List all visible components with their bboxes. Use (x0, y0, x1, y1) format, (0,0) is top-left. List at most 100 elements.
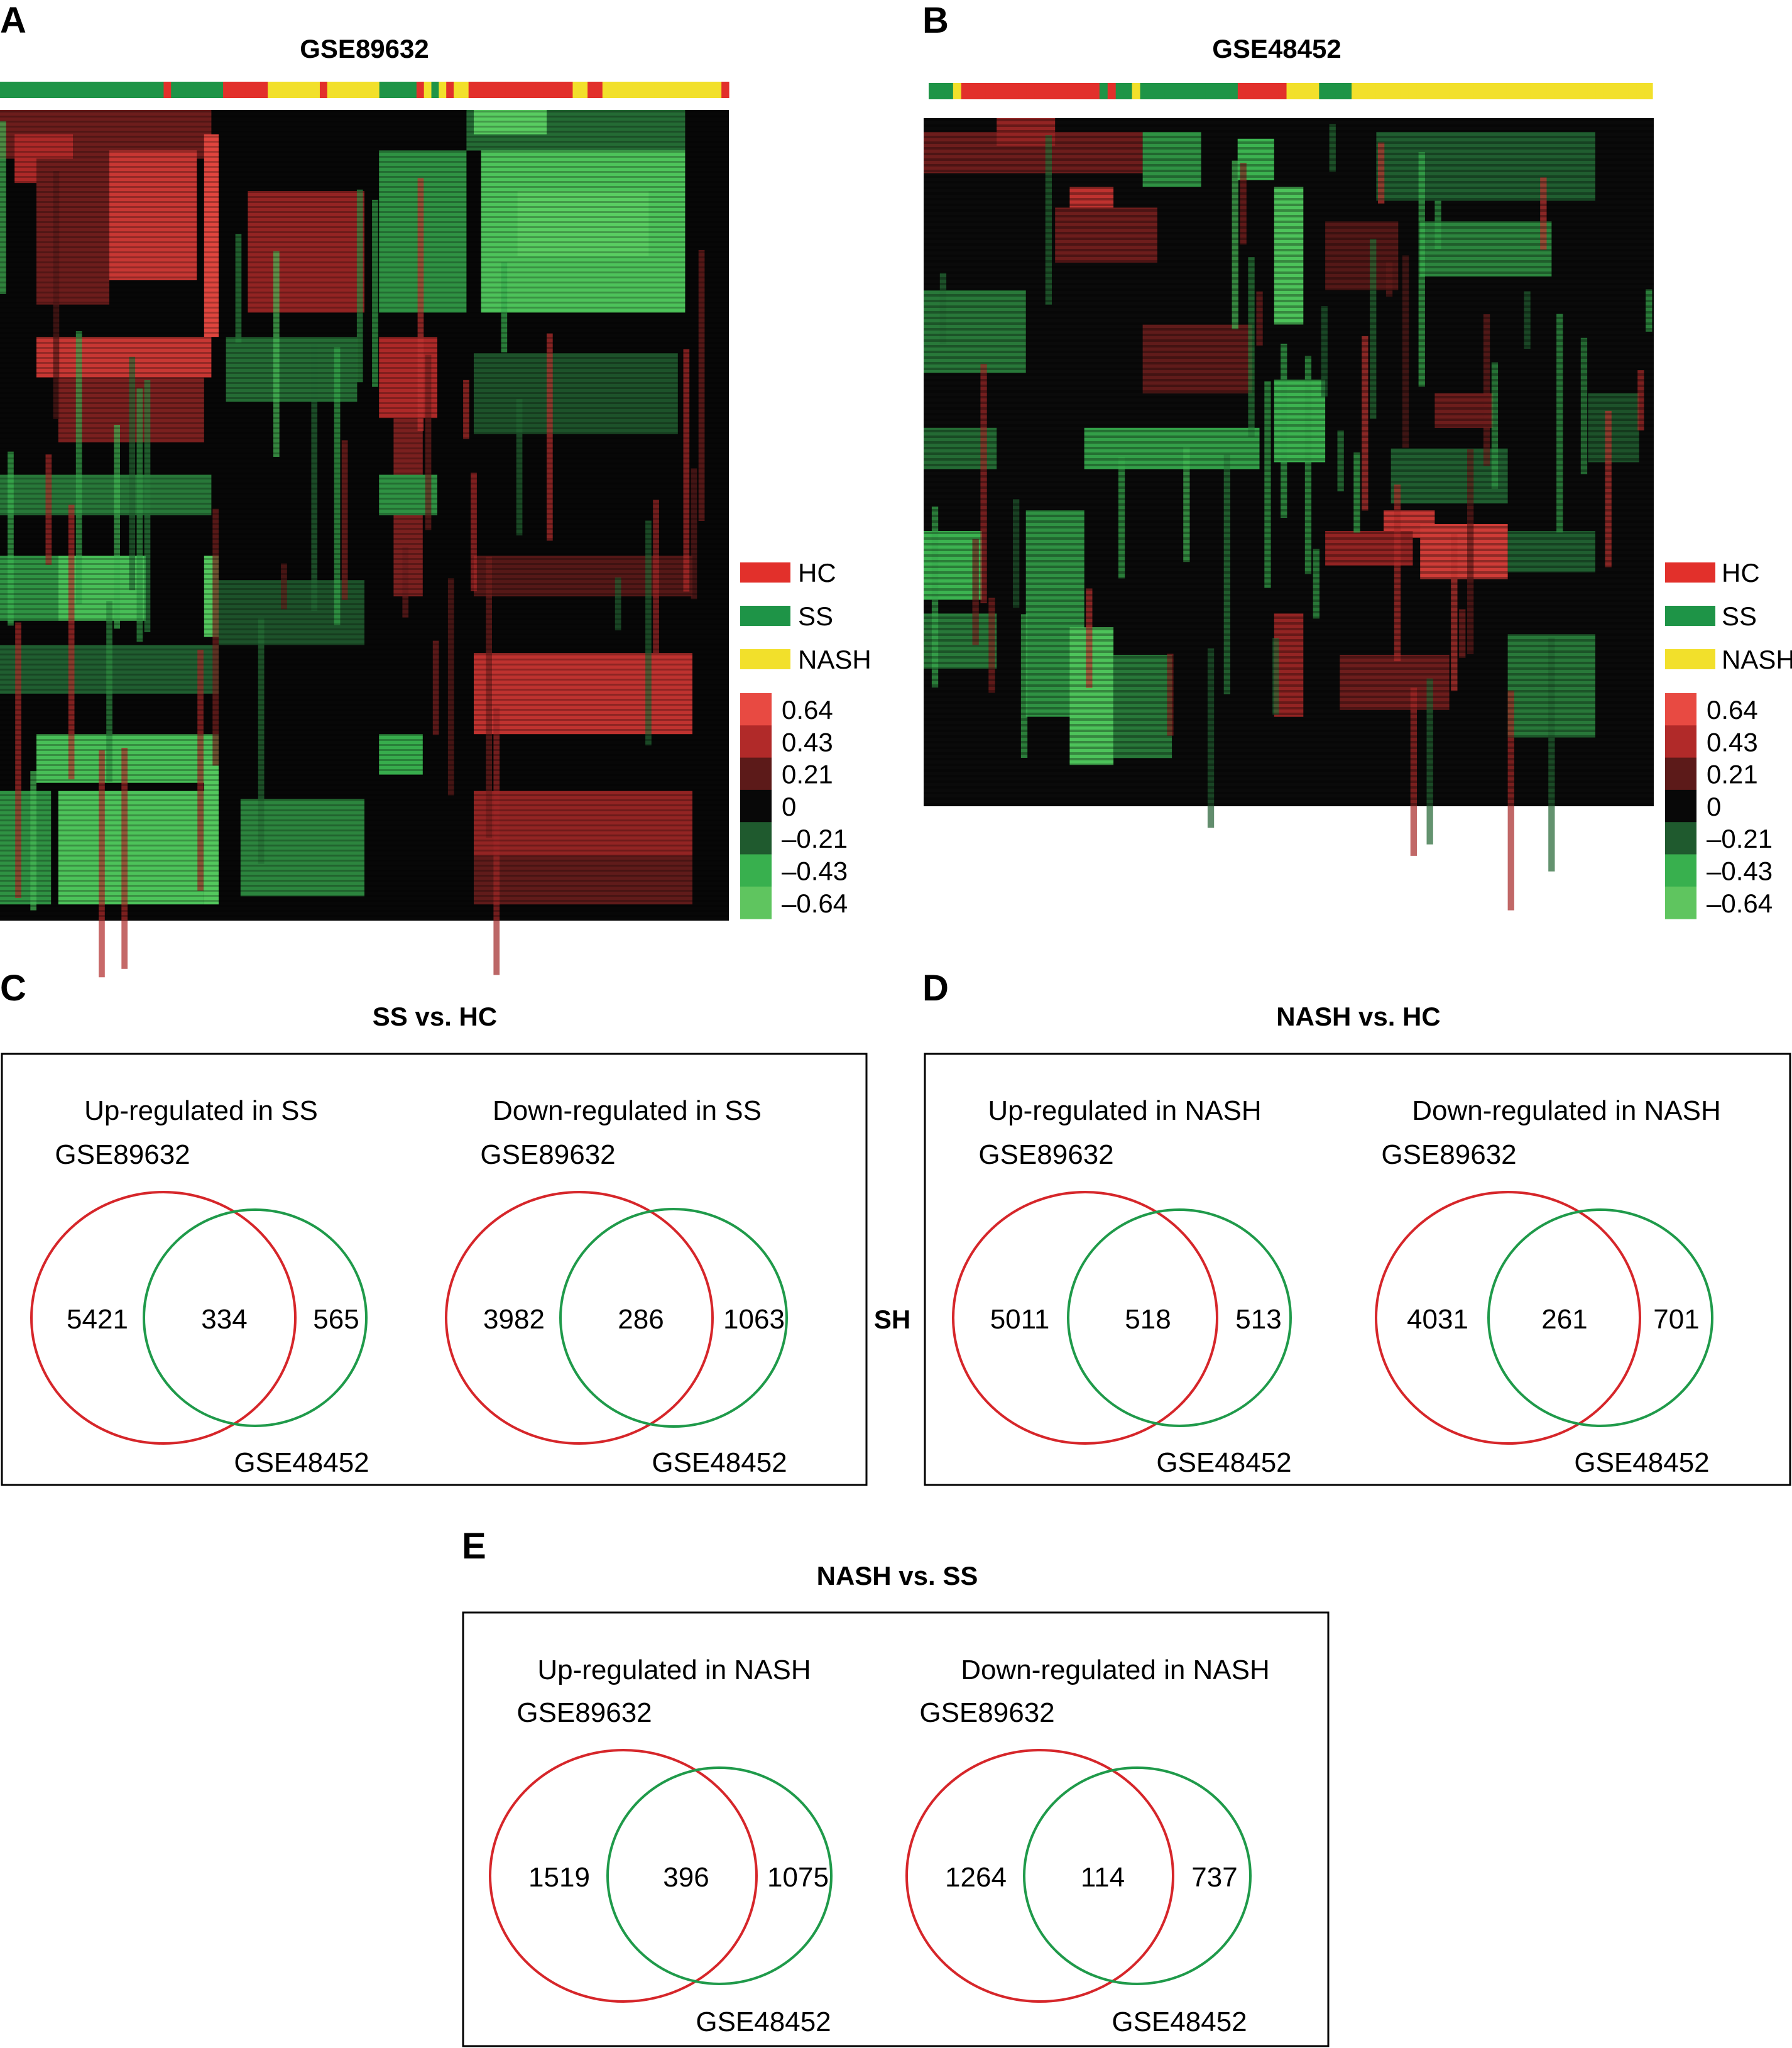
venn-left-count: 4031 (1407, 1304, 1468, 1335)
sample-annotation-hc (977, 83, 986, 99)
sample-annotation-ss (22, 82, 30, 98)
venn-heading: Up-regulated in NASH (537, 1655, 811, 1685)
sample-annotation-ss (126, 82, 134, 98)
sample-annotation-nash (423, 82, 432, 98)
sample-annotation-hc (961, 83, 970, 99)
color-scale-swatch (740, 725, 772, 758)
sample-annotation-ss (30, 82, 38, 98)
panel-a-heatmap-row-texture (0, 110, 729, 921)
sample-annotation-nash (1554, 83, 1564, 99)
sample-annotation-nash (1644, 83, 1653, 99)
venn-green-circle (143, 1208, 368, 1427)
venn-right-count: 1075 (767, 1862, 829, 1893)
sample-annotation-ss (45, 82, 53, 98)
venn-right-count: 513 (1235, 1304, 1281, 1335)
venn-overlap-count: 334 (201, 1304, 247, 1335)
venn-right-count: 701 (1653, 1304, 1699, 1335)
color-scale-label: 0.21 (782, 760, 833, 789)
sample-annotation-nash (1587, 83, 1596, 99)
sample-annotation-nash (1286, 83, 1296, 99)
sample-annotation-hc (1026, 83, 1035, 99)
sample-annotation-nash (1457, 83, 1466, 99)
sample-annotation-nash (1579, 83, 1588, 99)
sample-annotation-ss (37, 82, 45, 98)
sample-annotation-hc (230, 82, 239, 98)
sample-annotation-hc (1034, 83, 1043, 99)
panel-a-title: GSE89632 (300, 34, 429, 63)
sample-annotation-ss (141, 82, 150, 98)
sample-annotation-ss (171, 82, 179, 98)
sample-annotation-nash (357, 82, 365, 98)
panel-a-letter: A (0, 0, 26, 41)
sample-annotation-ss (1099, 83, 1108, 99)
sample-annotation-hc (565, 82, 574, 98)
sample-annotation-hc (1237, 83, 1247, 99)
sample-annotation-ss (936, 83, 946, 99)
panel-a-group-legend: HC SS NASH (740, 558, 871, 674)
sample-annotation-nash (602, 82, 611, 98)
sample-annotation-hc (1107, 83, 1117, 99)
sample-annotation-ss (929, 83, 937, 99)
venn-red-circle (489, 1749, 758, 2003)
panel-b-group-legend: HC SS NASH (1665, 558, 1792, 674)
venn-bottom-dataset-label: GSE48452 (652, 1447, 787, 1478)
panel-a-legend-ss-label: SS (798, 601, 833, 631)
panel-e-title: NASH vs. SS (817, 1561, 978, 1591)
sample-annotation-nash (1473, 83, 1482, 99)
sample-annotation-ss (1140, 83, 1149, 99)
sample-annotation-hc (1083, 83, 1092, 99)
sample-annotation-nash (625, 82, 633, 98)
sample-annotation-ss (67, 82, 75, 98)
color-scale-swatch (1665, 757, 1696, 791)
sample-annotation-hc (1245, 83, 1255, 99)
panel-a-legend-nash-swatch (740, 649, 790, 669)
venn-red-circle (30, 1191, 297, 1445)
sample-annotation-nash (1360, 83, 1369, 99)
venn-overlap-count: 114 (1081, 1862, 1125, 1893)
sample-annotation-nash (282, 82, 291, 98)
color-scale-label: 0 (1707, 792, 1721, 821)
venn-green-circle (1487, 1208, 1713, 1427)
sample-annotation-ss (0, 82, 8, 98)
color-scale-swatch (1665, 854, 1696, 887)
venn-right-count: 565 (313, 1304, 359, 1335)
sample-annotation-hc (483, 82, 491, 98)
sample-annotation-nash (1408, 83, 1418, 99)
sample-annotation-nash (1490, 83, 1499, 99)
sample-annotation-hc (245, 82, 254, 98)
sample-annotation-ss (1327, 83, 1336, 99)
sample-annotation-hc (513, 82, 522, 98)
sample-annotation-nash (1595, 83, 1604, 99)
sample-annotation-hc (535, 82, 544, 98)
sample-annotation-ss (193, 82, 202, 98)
sample-annotation-ss (89, 82, 97, 98)
sample-annotation-hc (528, 82, 536, 98)
sample-annotation-nash (1571, 83, 1580, 99)
venn-heading: Up-regulated in SS (84, 1095, 318, 1126)
color-scale-swatch (740, 789, 772, 823)
sample-annotation-nash (1620, 83, 1629, 99)
panel-a: A GSE89632 HC SS NASH 0.640.43 0.21 0 –0.21… (0, 0, 871, 978)
sample-annotation-ss (1197, 83, 1206, 99)
sample-annotation-nash (1604, 83, 1612, 99)
sample-annotation-hc (416, 82, 425, 98)
sample-annotation-hc (985, 83, 995, 99)
venn-bottom-dataset-label: GSE48452 (234, 1447, 369, 1478)
sample-annotation-nash (1375, 83, 1385, 99)
panel-b-legend-nash-label: NASH (1722, 645, 1792, 674)
sample-annotation-nash (684, 82, 692, 98)
panel-c-frame (1, 1053, 868, 1486)
venn-green-circle (1023, 1766, 1252, 1985)
venn-overlap-count: 261 (1541, 1304, 1587, 1335)
sample-annotation-ss (1229, 83, 1238, 99)
venn-green-circle (559, 1208, 788, 1428)
venn-heading: Down-regulated in SS (493, 1095, 762, 1126)
panel-b-legend-hc-swatch (1665, 562, 1715, 583)
sample-annotation-hc (1010, 83, 1019, 99)
venn-left-count: 3982 (483, 1304, 545, 1335)
sample-annotation-ss (1148, 83, 1157, 99)
panel-a-legend-ss-swatch (740, 606, 790, 626)
venn-red-circle (952, 1191, 1218, 1445)
sample-annotation-hc (1051, 83, 1059, 99)
sample-annotation-hc (446, 82, 454, 98)
